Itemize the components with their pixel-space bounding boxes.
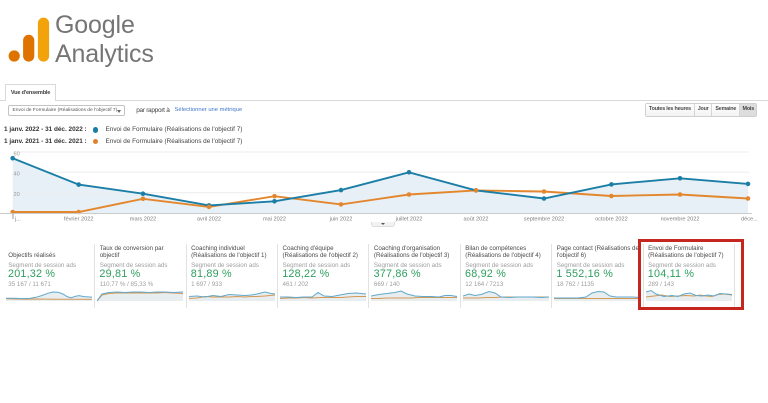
svg-text:juin 2022: juin 2022 xyxy=(329,217,353,223)
svg-text:novembre 2022: novembre 2022 xyxy=(661,217,700,223)
svg-text:septembre 2022: septembre 2022 xyxy=(524,217,564,223)
svg-text:60: 60 xyxy=(14,151,20,157)
svg-text:mai 2022: mai 2022 xyxy=(263,217,286,223)
svg-text:août 2022: août 2022 xyxy=(464,217,489,223)
svg-text:juillet 2022: juillet 2022 xyxy=(395,217,423,223)
svg-text:octobre 2022: octobre 2022 xyxy=(595,217,628,223)
svg-text:avril 2022: avril 2022 xyxy=(197,217,221,223)
svg-text:20: 20 xyxy=(14,192,20,198)
svg-text:déce...: déce... xyxy=(741,217,758,223)
svg-text:40: 40 xyxy=(14,172,20,178)
svg-text:j...: j... xyxy=(14,217,21,223)
svg-text:février 2022: février 2022 xyxy=(64,217,94,223)
svg-text:mars 2022: mars 2022 xyxy=(130,217,156,223)
